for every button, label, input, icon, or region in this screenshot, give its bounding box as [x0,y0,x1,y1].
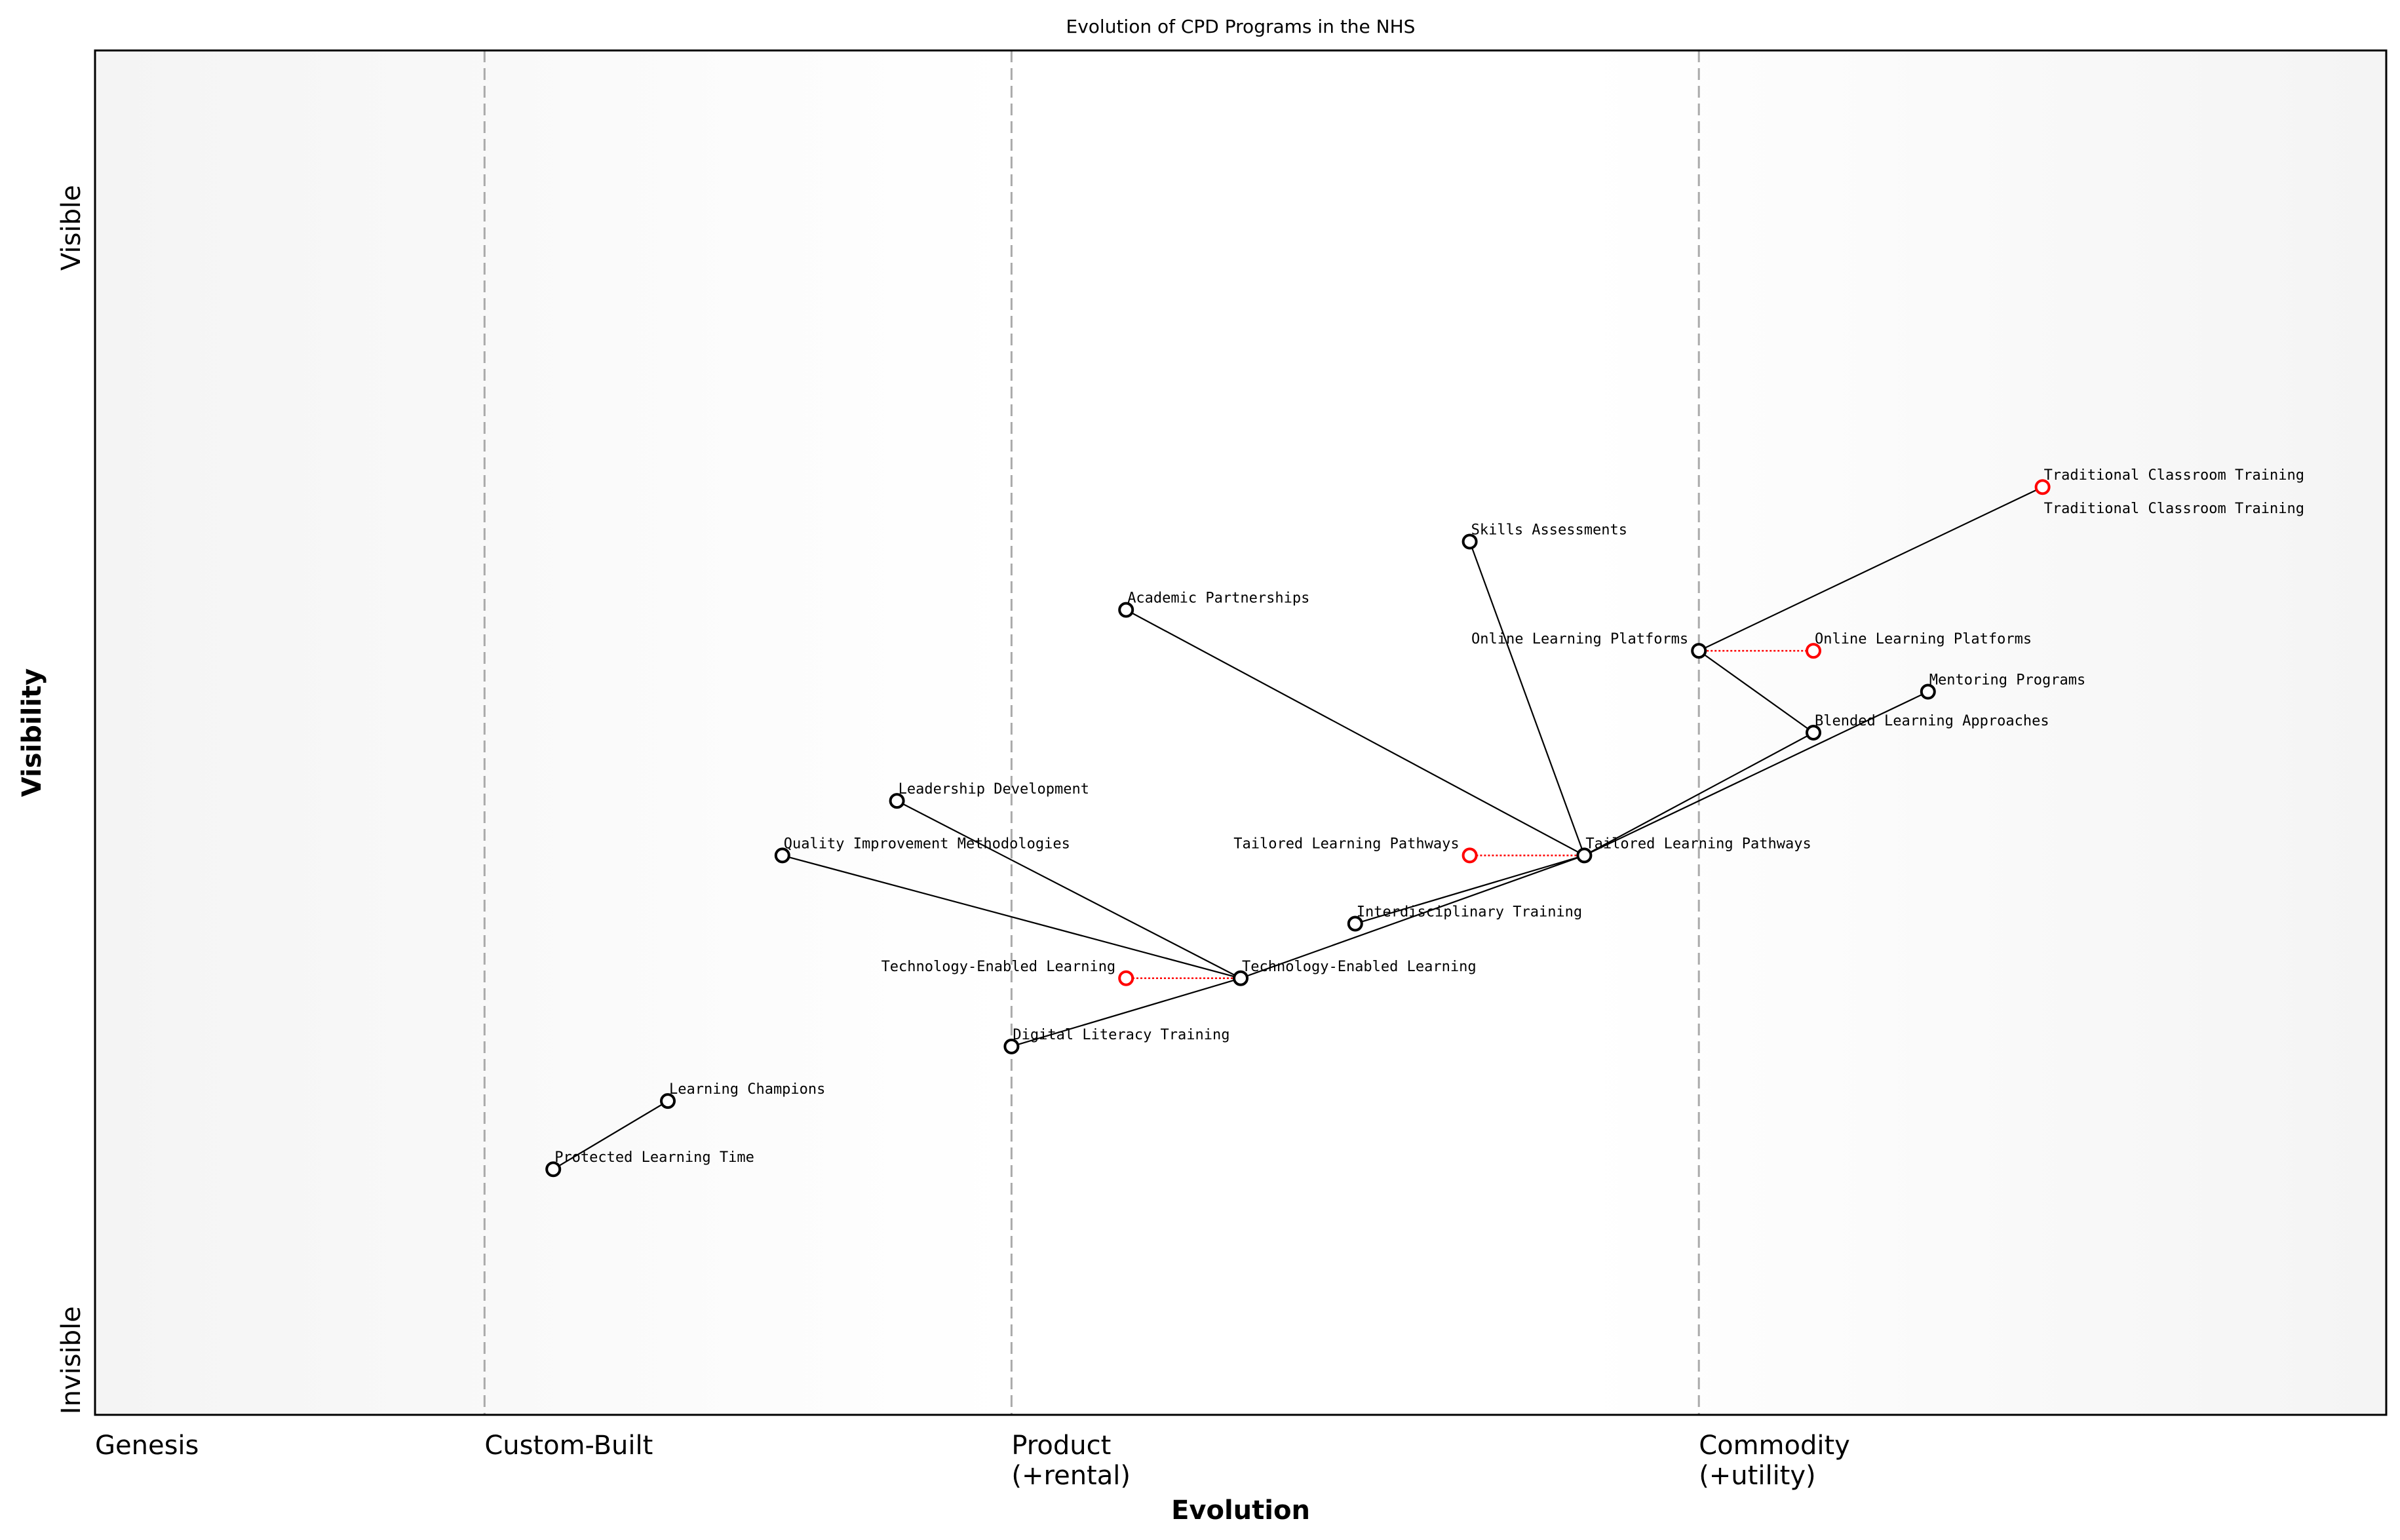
component-marker-blended-learning-approaches [1806,725,1821,741]
link-online-learning-platforms-to-blended-learning-approaches [1698,650,1814,733]
x-tick-label-genesis: Genesis [95,1431,199,1461]
component-label-protected-learning-time: Protected Learning Time [554,1149,754,1166]
evolve-target-marker-technology-enabled-learning [1118,970,1134,986]
y-axis-label: Visibility [17,668,47,797]
component-marker-skills-assessments [1461,533,1478,550]
component-marker-academic-partnerships [1118,602,1134,618]
x-tick-label-custom-built: Custom-Built [484,1431,653,1461]
component-label-traditional-classroom-training: Traditional Classroom Training [2044,467,2304,484]
x-tick-label-product-rental: Product (+rental) [1011,1431,1131,1491]
component-label-mentoring-programs: Mentoring Programs [1929,672,2085,689]
evolve-label-traditional-classroom-training: Traditional Classroom Training [2044,501,2304,517]
evolve-target-marker-online-learning-platforms [1806,643,1821,659]
evolve-label-technology-enabled-learning: Technology-Enabled Learning [881,959,1116,975]
component-label-blended-learning-approaches: Blended Learning Approaches [1815,713,2049,729]
link-technology-enabled-learning-to-leadership-development [897,800,1241,979]
y-tick-label-visible: Visible [56,185,87,271]
evolve-label-tailored-learning-pathways: Tailored Learning Pathways [1233,836,1459,852]
component-label-online-learning-platforms: Online Learning Platforms [1471,631,1688,647]
component-marker-online-learning-platforms [1691,643,1707,659]
link-technology-enabled-learning-to-tailored-learning-pathways [1240,855,1585,979]
component-label-technology-enabled-learning: Technology-Enabled Learning [1242,959,1477,975]
link-technology-enabled-learning-to-digital-literacy-training [1011,977,1241,1047]
component-marker-quality-improvement-methodologies [774,847,790,864]
link-tailored-learning-pathways-to-academic-partnerships [1125,609,1585,857]
component-marker-leadership-development [889,793,905,809]
component-marker-learning-champions [660,1093,676,1109]
x-axis-label: Evolution [1171,1495,1310,1526]
y-tick-label-invisible: Invisible [56,1306,87,1414]
component-label-tailored-learning-pathways: Tailored Learning Pathways [1585,836,1811,852]
component-marker-interdisciplinary-training [1347,915,1363,932]
component-marker-technology-enabled-learning [1233,970,1248,986]
plot-frame [94,49,2388,1416]
component-marker-protected-learning-time [545,1161,562,1178]
component-label-interdisciplinary-training: Interdisciplinary Training [1357,904,1582,920]
component-label-learning-champions: Learning Champions [669,1081,825,1098]
link-learning-champions-to-protected-learning-time [552,1100,668,1170]
x-tick-label-commodity-utility: Commodity (+utility) [1699,1431,1850,1491]
chart-title: Evolution of CPD Programs in the NHS [1066,16,1416,37]
component-label-skills-assessments: Skills Assessments [1471,522,1627,539]
link-tailored-learning-pathways-to-mentoring-programs [1583,691,1929,857]
link-technology-enabled-learning-to-quality-improvement-methodologies [782,855,1241,979]
evolve-target-marker-traditional-classroom-training [2034,479,2051,495]
component-marker-digital-literacy-training [1003,1038,1020,1054]
link-tailored-learning-pathways-to-blended-learning-approaches [1583,732,1814,857]
component-label-quality-improvement-methodologies: Quality Improvement Methodologies [784,836,1070,852]
component-label-digital-literacy-training: Digital Literacy Training [1013,1027,1229,1043]
component-label-academic-partnerships: Academic Partnerships [1127,590,1309,607]
component-marker-tailored-learning-pathways [1576,847,1593,864]
component-marker-mentoring-programs [1920,683,1936,700]
link-online-learning-platforms-to-traditional-classroom-training [1698,486,2043,652]
link-tailored-learning-pathways-to-skills-assessments [1469,541,1585,856]
evolve-target-marker-tailored-learning-pathways [1461,847,1478,864]
plot-area [95,50,2386,1415]
evolve-label-online-learning-platforms: Online Learning Platforms [1815,631,2032,647]
component-label-leadership-development: Leadership Development [899,781,1089,798]
link-tailored-learning-pathways-to-interdisciplinary-training [1355,855,1585,925]
